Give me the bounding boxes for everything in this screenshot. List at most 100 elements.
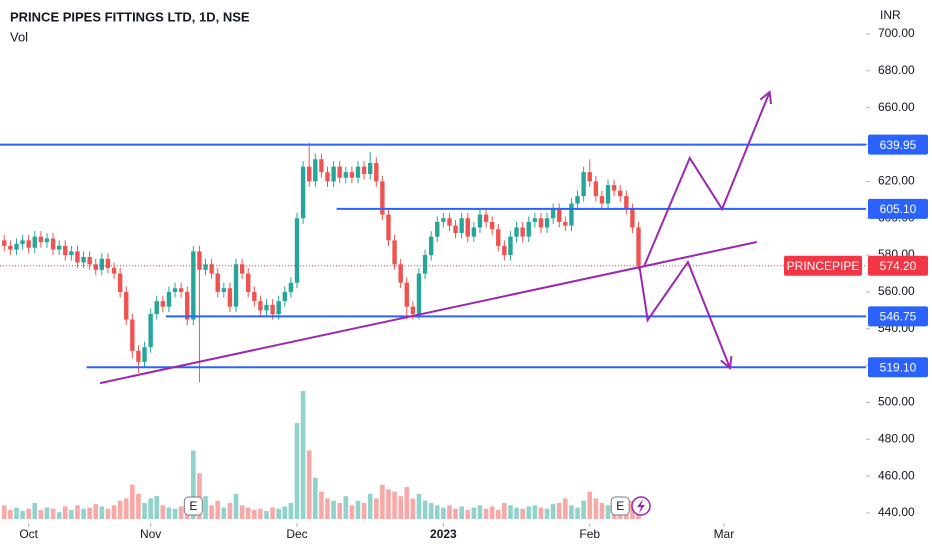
- volume-bar: [459, 506, 464, 519]
- volume-bar: [258, 508, 263, 519]
- x-tick-label: Nov: [140, 527, 161, 541]
- candle-body: [331, 166, 336, 182]
- candle-body: [624, 196, 629, 210]
- candle-body: [215, 273, 220, 292]
- candle-body: [514, 227, 519, 237]
- volume-bar: [166, 507, 172, 519]
- candle-body: [197, 251, 202, 270]
- volume-bar: [233, 493, 239, 519]
- volume-bar: [319, 491, 324, 519]
- volume-bar: [178, 506, 184, 519]
- x-tick-label: 2023: [430, 527, 457, 541]
- volume-bar: [69, 509, 74, 519]
- candle-body: [404, 282, 409, 307]
- y-tick-label: 680.00: [878, 63, 915, 77]
- candle-body: [63, 245, 68, 256]
- volume-bar: [337, 503, 343, 519]
- volume-bar: [575, 507, 580, 519]
- candle-body: [422, 255, 428, 274]
- volume-bar: [495, 509, 501, 519]
- y-tick-label: 500.00: [878, 395, 915, 409]
- volume-bar: [14, 507, 19, 519]
- volume-bar: [111, 505, 117, 519]
- candle-body: [319, 159, 324, 173]
- volume-bar: [203, 496, 208, 519]
- volume-bar: [282, 506, 288, 519]
- candle-body: [337, 166, 342, 178]
- candle-body: [325, 172, 330, 182]
- volume-bar: [8, 509, 13, 519]
- volume-bar: [251, 509, 257, 519]
- volume-bar: [386, 489, 391, 519]
- candle-body: [361, 166, 367, 175]
- volume-bar: [483, 508, 489, 519]
- candle-body: [453, 225, 458, 233]
- x-tick-label: Mar: [714, 527, 735, 541]
- candle-body: [392, 240, 397, 265]
- candle-body: [75, 251, 80, 263]
- volume-bar: [404, 487, 410, 519]
- volume-bar: [264, 511, 269, 519]
- candle-body: [605, 185, 611, 204]
- candle-body: [538, 218, 544, 228]
- candle-body: [14, 244, 19, 250]
- candle-body: [8, 245, 13, 250]
- candle-body: [636, 227, 641, 266]
- candle-body: [44, 238, 50, 243]
- candle-body: [428, 236, 434, 256]
- price-layer: [0, 90, 866, 385]
- candle-body: [20, 240, 25, 245]
- candle-body: [502, 245, 507, 256]
- y-tick-label: 560.00: [878, 284, 915, 298]
- volume-bar: [44, 507, 50, 519]
- candle-body: [483, 214, 489, 222]
- currency-label: INR: [880, 8, 901, 22]
- volume-bar: [447, 505, 452, 519]
- volume-bar: [325, 498, 330, 519]
- candle-body: [50, 238, 56, 250]
- volume-bar: [38, 509, 44, 519]
- level-tag: [868, 357, 928, 378]
- candle-body: [166, 291, 172, 307]
- candle-body: [227, 288, 233, 307]
- y-tick-label: 700.00: [878, 26, 915, 40]
- volume-bar: [227, 503, 233, 519]
- volume-bar: [270, 507, 275, 519]
- candle-body: [81, 256, 86, 263]
- candle-body: [93, 264, 98, 270]
- candle-body: [203, 264, 208, 270]
- axis-layer: 440.00460.00480.00500.00520.00540.00560.…: [19, 26, 928, 541]
- volume-bar: [453, 508, 458, 519]
- candle-body: [294, 218, 300, 283]
- candle-body: [367, 162, 373, 175]
- volume-bar: [172, 508, 178, 519]
- candle-body: [349, 172, 355, 178]
- candle-body: [288, 282, 294, 292]
- event-badge: [610, 496, 630, 516]
- volume-bar: [160, 505, 166, 519]
- volume-bar: [215, 500, 221, 519]
- candle-body: [313, 159, 318, 182]
- candle-body: [441, 218, 446, 222]
- y-tick-label: 460.00: [878, 468, 915, 482]
- candle-body: [221, 288, 227, 292]
- volume-bar: [392, 491, 397, 519]
- volume-bar: [123, 498, 129, 519]
- candle-body: [233, 264, 239, 307]
- candle-body: [239, 264, 245, 274]
- volume-bar: [416, 493, 422, 519]
- candle-body: [300, 166, 306, 219]
- volume-bar: [221, 507, 227, 519]
- volume-bar: [569, 505, 574, 519]
- candle-body: [489, 221, 495, 230]
- dividend-icon: [631, 496, 651, 516]
- y-tick-label: 440.00: [878, 505, 915, 519]
- volume-bar: [563, 498, 568, 519]
- volume-bar: [489, 506, 495, 519]
- candle-body: [258, 301, 263, 311]
- candle-body: [111, 267, 117, 274]
- volume-bar: [587, 491, 593, 519]
- candle-body: [569, 203, 574, 226]
- volume-bar: [191, 450, 196, 519]
